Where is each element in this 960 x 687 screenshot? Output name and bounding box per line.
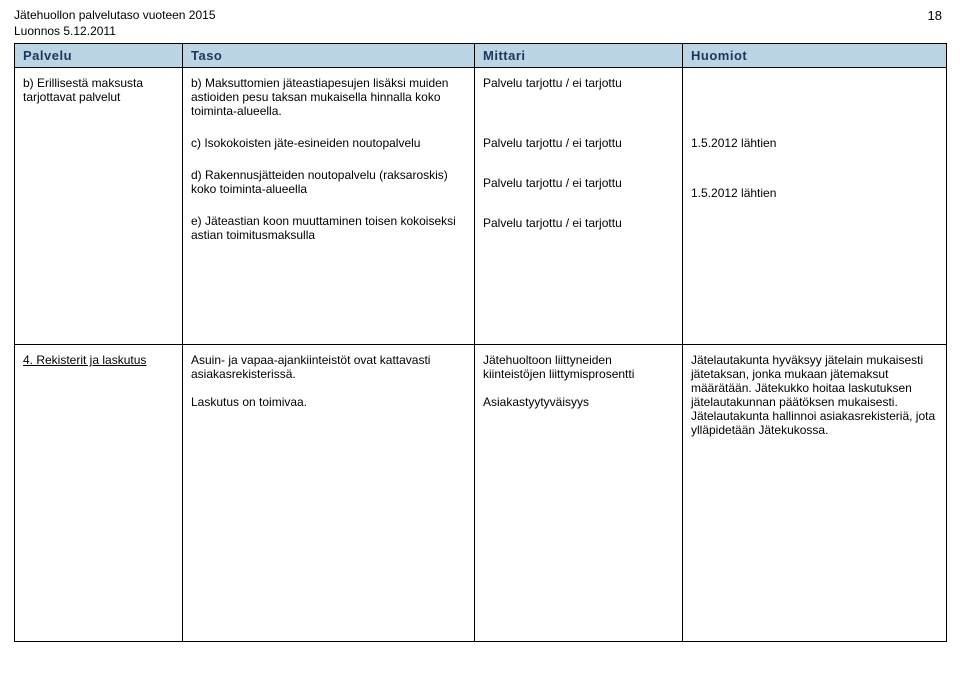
cell-palvelu: 4. Rekisterit ja laskutus bbox=[15, 345, 183, 642]
mittari-c: Palvelu tarjottu / ei tarjottu bbox=[483, 136, 674, 156]
cell-palvelu: b) Erillisestä maksusta tarjottavat palv… bbox=[15, 68, 183, 345]
huomio-b-empty bbox=[691, 76, 938, 96]
cell-taso: b) Maksuttomien jäteastiapesujen lisäksi… bbox=[183, 68, 475, 345]
col-header-mittari: Mittari bbox=[475, 44, 683, 68]
palvelu-b: b) Erillisestä maksusta tarjottavat palv… bbox=[23, 76, 174, 110]
taso-d: d) Rakennusjätteiden noutopalvelu (raksa… bbox=[191, 168, 466, 202]
taso-line1: Asuin- ja vapaa-ajankiinteistöt ovat kat… bbox=[191, 353, 466, 387]
page-number: 18 bbox=[928, 8, 946, 23]
doc-title-line2: Luonnos 5.12.2011 bbox=[14, 24, 216, 40]
table-row: 4. Rekisterit ja laskutus Asuin- ja vapa… bbox=[15, 345, 947, 642]
huomiot-text: Jätelautakunta hyväksyy jätelain mukaise… bbox=[691, 353, 938, 443]
huomio-d: 1.5.2012 lähtien bbox=[691, 186, 938, 206]
cell-huomiot: Jätelautakunta hyväksyy jätelain mukaise… bbox=[683, 345, 947, 642]
cell-mittari: Jätehuoltoon liittyneiden kiinteistöjen … bbox=[475, 345, 683, 642]
huomio-c: 1.5.2012 lähtien bbox=[691, 136, 938, 156]
cell-huomiot: 1.5.2012 lähtien 1.5.2012 lähtien bbox=[683, 68, 947, 345]
main-table: Palvelu Taso Mittari Huomiot b) Erillise… bbox=[14, 43, 947, 642]
mittari-e: Palvelu tarjottu / ei tarjottu bbox=[483, 216, 674, 236]
taso-e: e) Jäteastian koon muuttaminen toisen ko… bbox=[191, 214, 466, 248]
mittari-b: Palvelu tarjottu / ei tarjottu bbox=[483, 76, 674, 96]
table-header-row: Palvelu Taso Mittari Huomiot bbox=[15, 44, 947, 68]
palvelu-4-link: 4. Rekisterit ja laskutus bbox=[23, 353, 146, 367]
taso-line2: Laskutus on toimivaa. bbox=[191, 395, 466, 415]
col-header-palvelu: Palvelu bbox=[15, 44, 183, 68]
mittari-d: Palvelu tarjottu / ei tarjottu bbox=[483, 176, 674, 196]
document-header: Jätehuollon palvelutaso vuoteen 2015 Luo… bbox=[14, 8, 946, 39]
mittari-line1: Jätehuoltoon liittyneiden kiinteistöjen … bbox=[483, 353, 674, 387]
doc-title-line1: Jätehuollon palvelutaso vuoteen 2015 bbox=[14, 8, 216, 24]
cell-taso: Asuin- ja vapaa-ajankiinteistöt ovat kat… bbox=[183, 345, 475, 642]
col-header-huomiot: Huomiot bbox=[683, 44, 947, 68]
taso-b: b) Maksuttomien jäteastiapesujen lisäksi… bbox=[191, 76, 466, 124]
table-row: b) Erillisestä maksusta tarjottavat palv… bbox=[15, 68, 947, 345]
col-header-taso: Taso bbox=[183, 44, 475, 68]
mittari-line2: Asiakastyytyväisyys bbox=[483, 395, 674, 415]
cell-mittari: Palvelu tarjottu / ei tarjottu Palvelu t… bbox=[475, 68, 683, 345]
taso-c: c) Isokokoisten jäte-esineiden noutopalv… bbox=[191, 136, 466, 156]
